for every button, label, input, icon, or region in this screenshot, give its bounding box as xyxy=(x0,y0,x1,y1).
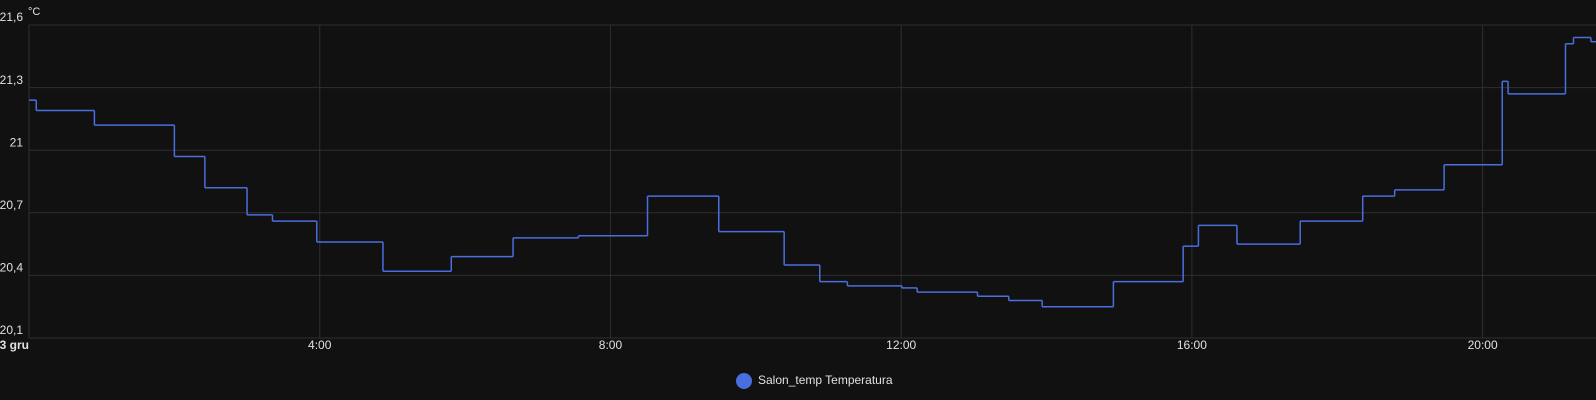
x-tick-label: 4:00 xyxy=(308,338,332,352)
y-unit: °C xyxy=(28,6,40,18)
y-tick-label: 20,7 xyxy=(0,198,23,212)
x-tick-label: 8:00 xyxy=(599,338,623,352)
x-tick-label: 3 gru xyxy=(0,338,29,352)
x-tick-label: 12:00 xyxy=(886,338,916,352)
legend-marker xyxy=(736,373,752,389)
y-tick-label: 21,3 xyxy=(0,73,23,87)
x-tick-label: 20:00 xyxy=(1468,338,1498,352)
y-tick-label: 21,6 xyxy=(0,10,23,24)
legend-label: Salon_temp Temperatura xyxy=(758,373,893,387)
x-tick-label: 16:00 xyxy=(1177,338,1207,352)
y-tick-label: 20,1 xyxy=(0,323,23,337)
y-tick-label: 20,4 xyxy=(0,261,23,275)
y-tick-label: 21 xyxy=(10,135,24,149)
